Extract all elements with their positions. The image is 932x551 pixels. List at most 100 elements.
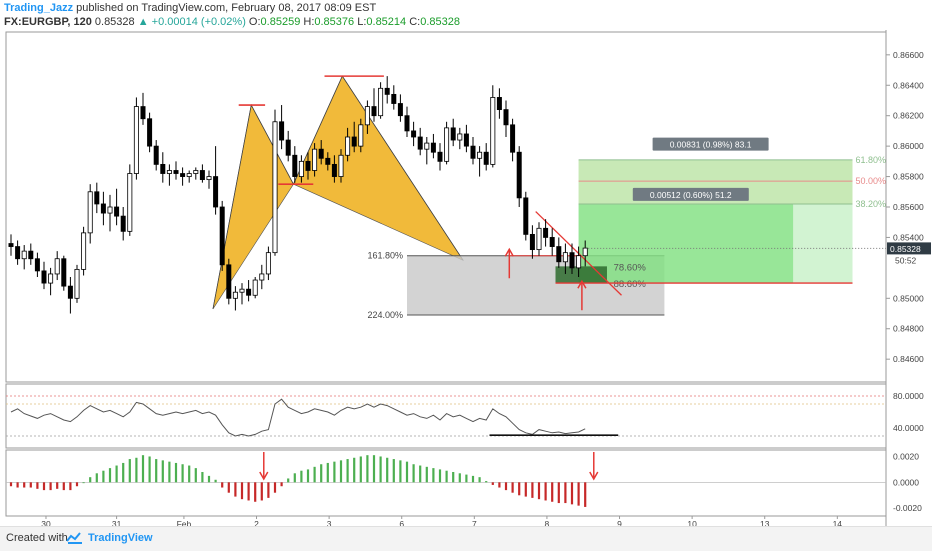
candle-body <box>219 206 225 266</box>
author-link[interactable]: Trading_Jazz <box>4 2 74 14</box>
candle-body <box>199 170 205 181</box>
histogram-bar <box>405 461 409 483</box>
high-label: H: <box>303 16 315 28</box>
tradingview-brand-link[interactable]: TradingView <box>88 532 153 544</box>
candle-body <box>173 170 179 174</box>
price-tick-label: 0.85800 <box>893 172 924 182</box>
candle <box>94 182 100 214</box>
histogram-bar <box>293 473 296 483</box>
candle <box>576 246 582 277</box>
rsi-line <box>10 398 586 437</box>
histogram-bar <box>221 482 224 488</box>
candle-body <box>285 139 291 156</box>
price-change: +0.00014 (+0.02%) <box>151 16 246 28</box>
histogram-bar <box>432 468 435 483</box>
candle-body <box>272 121 278 254</box>
candle-body <box>543 227 549 238</box>
retracement-label: 88.60% <box>614 279 647 290</box>
histogram-bar <box>577 482 580 506</box>
price-tick-label: 0.85400 <box>893 232 924 242</box>
candle <box>34 252 40 277</box>
candle <box>371 88 377 122</box>
candle-body <box>120 215 126 232</box>
histogram-bar <box>201 472 204 483</box>
tradingview-logo-icon <box>66 531 84 548</box>
histogram-bar <box>260 482 263 501</box>
histogram-bar <box>333 461 336 483</box>
fib-extension-label: 161.80% <box>367 251 403 261</box>
candle-body <box>312 148 318 171</box>
candle-body <box>160 163 166 174</box>
candle <box>411 121 417 147</box>
histogram-bar <box>498 482 501 488</box>
candle-body <box>490 97 496 165</box>
histogram-bar <box>16 482 19 488</box>
candle <box>107 194 113 232</box>
time-tick-label: 3 <box>327 519 332 526</box>
histogram-bar <box>465 474 468 483</box>
candle-body <box>417 136 423 150</box>
candle-body <box>239 288 245 293</box>
price-tick-label: 0.84800 <box>893 324 924 334</box>
histogram-bar <box>306 469 310 483</box>
candle-body <box>549 237 555 247</box>
candle <box>298 155 304 183</box>
candle <box>246 280 252 302</box>
chart-area[interactable]: 161.80% 224.00% 61.80% 50.00% 38.20% 0.00831 … <box>0 30 932 526</box>
candle <box>213 146 219 215</box>
candle <box>562 243 568 274</box>
candle-body <box>424 142 430 150</box>
histogram-bar <box>419 465 422 483</box>
measure-label-text: 0.00831 (0.98%) 83.1 <box>670 140 752 150</box>
histogram-bar <box>168 461 171 483</box>
candle <box>259 264 265 290</box>
candle-body <box>371 106 377 117</box>
histogram-bar <box>75 482 79 487</box>
candle-body <box>457 133 463 141</box>
histogram-bar <box>95 473 98 483</box>
candle <box>206 170 212 189</box>
candle-body <box>384 87 390 95</box>
price-tick-label: 0.85000 <box>893 293 924 303</box>
candle-body <box>21 250 27 260</box>
target-level-label: 50.00% <box>856 176 887 186</box>
candle-body <box>364 106 370 126</box>
candle-body <box>562 252 568 263</box>
candle <box>173 161 179 180</box>
candle-body <box>523 197 529 235</box>
histogram-bar <box>36 482 39 489</box>
candle-body <box>576 255 582 269</box>
rsi-pane-frame <box>5 383 887 449</box>
candle <box>378 82 384 119</box>
footer: Created with TradingView <box>0 526 932 551</box>
candle-body <box>397 103 403 117</box>
close-label: C: <box>409 16 421 28</box>
histogram-bar <box>412 464 415 483</box>
candle <box>569 243 575 274</box>
rsi-tick-label: 80.0000 <box>893 391 924 401</box>
histogram-bar <box>504 482 508 491</box>
candle <box>510 118 516 162</box>
candle <box>239 283 245 305</box>
candle-body <box>378 87 384 117</box>
histogram-bar <box>511 482 514 493</box>
candle <box>166 164 172 186</box>
time-tick-label: 9 <box>617 519 622 526</box>
histogram-bar <box>531 482 534 498</box>
ohlc-line: FX:EURGBP, 120 0.85328 ▲ +0.00014 (+0.02… <box>4 16 460 28</box>
candle-body <box>391 93 397 104</box>
candle <box>450 118 456 147</box>
candle-body <box>67 285 73 299</box>
histogram-bar <box>425 466 428 483</box>
candle-body <box>430 142 436 153</box>
time-tick-label: 13 <box>760 519 770 526</box>
histogram-bar <box>353 457 356 483</box>
candle-body <box>133 106 139 174</box>
time-tick-label: 8 <box>545 519 550 526</box>
histogram-bar <box>128 459 131 483</box>
price-tick-label: 0.85600 <box>893 202 924 212</box>
candle-body <box>450 127 456 141</box>
candle <box>265 246 271 281</box>
histogram-bar <box>42 482 46 491</box>
histogram-arrow-head <box>259 471 269 481</box>
